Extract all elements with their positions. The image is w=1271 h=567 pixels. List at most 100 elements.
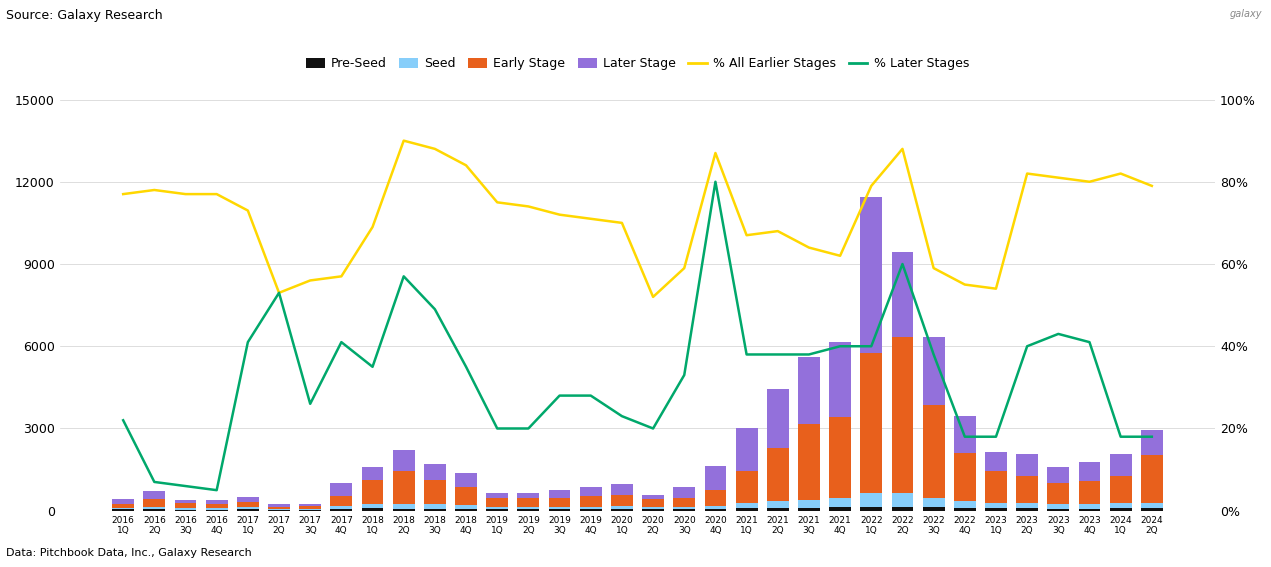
% All Earlier Stages	[1144, 183, 1159, 189]
Bar	[891, 337, 914, 493]
Bar	[144, 509, 165, 511]
Bar	[674, 487, 695, 498]
Bar	[642, 500, 663, 507]
% Later Stages	[614, 413, 629, 420]
% Later Stages	[989, 433, 1004, 440]
% Later Stages	[459, 363, 474, 370]
Bar	[549, 498, 571, 507]
% All Earlier Stages	[864, 183, 880, 189]
Bar	[580, 487, 601, 496]
Bar	[1141, 508, 1163, 511]
Bar	[766, 501, 789, 508]
Bar	[330, 483, 352, 496]
Bar	[955, 508, 976, 511]
Bar	[829, 341, 852, 417]
% Later Stages	[1051, 331, 1066, 337]
Bar	[236, 502, 259, 507]
Bar	[1141, 502, 1163, 508]
% Later Stages	[302, 400, 318, 407]
Bar	[455, 505, 477, 509]
Bar	[487, 509, 508, 511]
Line: % Later Stages: % Later Stages	[123, 182, 1152, 490]
Bar	[798, 508, 820, 511]
Bar	[580, 509, 601, 511]
% All Earlier Stages	[708, 150, 723, 156]
% Later Stages	[770, 351, 785, 358]
% All Earlier Stages	[895, 146, 910, 153]
Bar	[611, 484, 633, 494]
% Later Stages	[146, 479, 161, 485]
Bar	[736, 502, 758, 508]
% All Earlier Stages	[833, 252, 848, 259]
% Later Stages	[1019, 343, 1035, 350]
Bar	[549, 490, 571, 498]
% Later Stages	[708, 179, 723, 185]
Bar	[766, 448, 789, 501]
% Later Stages	[334, 338, 350, 345]
Bar	[236, 497, 259, 502]
Bar	[798, 500, 820, 508]
Bar	[330, 506, 352, 509]
Bar	[1047, 509, 1069, 511]
Bar	[1017, 454, 1038, 476]
Bar	[455, 486, 477, 505]
% All Earlier Stages	[646, 294, 661, 301]
% All Earlier Stages	[365, 223, 380, 230]
Bar	[766, 508, 789, 511]
Bar	[1079, 462, 1101, 481]
Bar	[549, 507, 571, 509]
% All Earlier Stages	[1113, 170, 1129, 177]
Bar	[112, 509, 133, 511]
Text: galaxy: galaxy	[1229, 9, 1262, 19]
% Later Stages	[801, 351, 816, 358]
% All Earlier Stages	[208, 191, 224, 197]
% Later Stages	[208, 486, 224, 493]
Bar	[580, 496, 601, 507]
Bar	[393, 450, 414, 471]
Bar	[1110, 502, 1131, 508]
Text: Source: Galaxy Research: Source: Galaxy Research	[6, 9, 163, 22]
% Later Stages	[427, 306, 442, 312]
% Later Stages	[365, 363, 380, 370]
% All Earlier Stages	[614, 219, 629, 226]
Bar	[955, 416, 976, 453]
Bar	[642, 509, 663, 511]
Bar	[704, 506, 726, 509]
Bar	[1110, 508, 1131, 511]
Bar	[736, 471, 758, 502]
Legend: Pre-Seed, Seed, Early Stage, Later Stage, % All Earlier Stages, % Later Stages: Pre-Seed, Seed, Early Stage, Later Stage…	[301, 52, 974, 75]
Bar	[1110, 454, 1131, 476]
Bar	[611, 506, 633, 509]
Bar	[674, 507, 695, 509]
Bar	[923, 337, 944, 405]
Bar	[674, 498, 695, 507]
% Later Stages	[1144, 433, 1159, 440]
Bar	[1141, 430, 1163, 455]
Bar	[766, 389, 789, 448]
Bar	[923, 507, 944, 511]
% Later Stages	[583, 392, 599, 399]
Bar	[362, 480, 384, 504]
Bar	[985, 452, 1007, 471]
Line: % All Earlier Stages: % All Earlier Stages	[123, 141, 1152, 297]
% All Earlier Stages	[272, 289, 287, 296]
% All Earlier Stages	[334, 273, 350, 280]
Bar	[144, 507, 165, 509]
Bar	[174, 508, 197, 510]
% All Earlier Stages	[240, 207, 255, 214]
Bar	[1017, 476, 1038, 502]
Bar	[611, 509, 633, 511]
Bar	[174, 503, 197, 508]
Bar	[112, 498, 133, 503]
Bar	[829, 507, 852, 511]
% All Earlier Stages	[521, 203, 536, 210]
Bar	[704, 509, 726, 511]
Bar	[1079, 505, 1101, 509]
Bar	[891, 252, 914, 337]
Bar	[923, 405, 944, 498]
% Later Stages	[1082, 338, 1097, 345]
% All Earlier Stages	[116, 191, 131, 197]
Bar	[425, 509, 446, 511]
Bar	[144, 491, 165, 499]
% All Earlier Stages	[1051, 174, 1066, 181]
